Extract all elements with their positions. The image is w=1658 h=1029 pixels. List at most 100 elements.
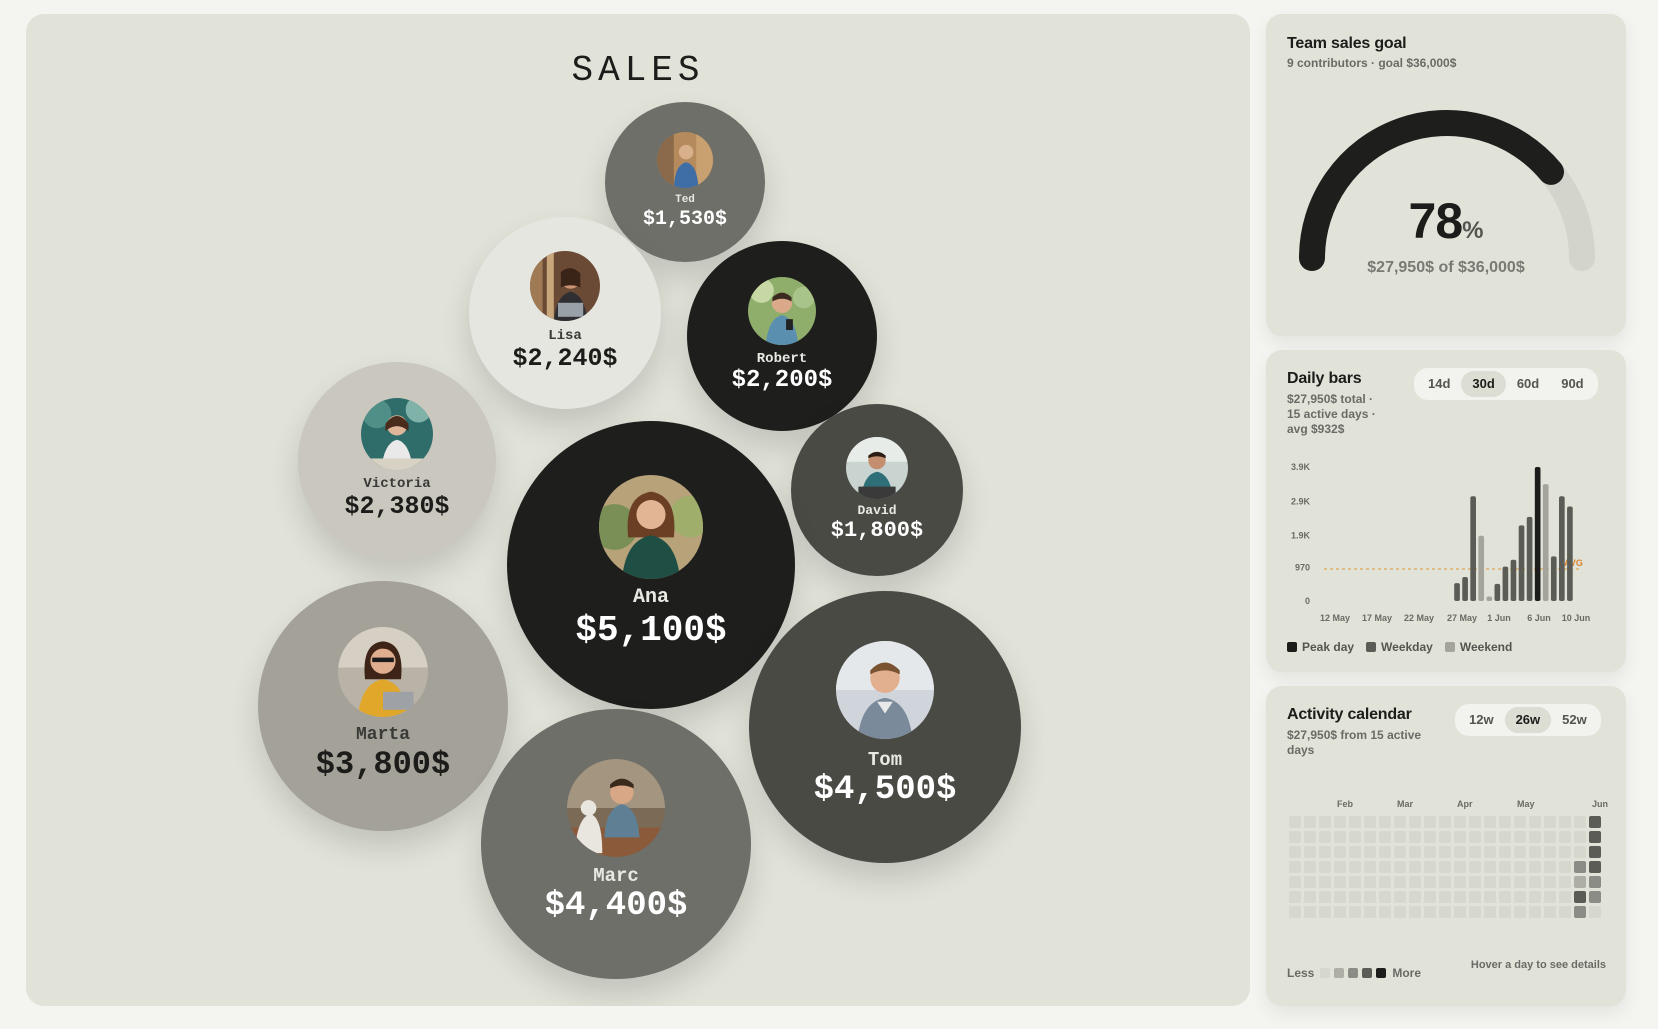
calendar-day[interactable] [1289, 906, 1301, 918]
calendar-day[interactable] [1349, 861, 1361, 873]
calendar-day[interactable] [1454, 876, 1466, 888]
calendar-day[interactable] [1544, 846, 1556, 858]
calendar-day[interactable] [1424, 816, 1436, 828]
tab-12w[interactable]: 12w [1469, 712, 1494, 727]
calendar-day[interactable] [1544, 816, 1556, 828]
calendar-day[interactable] [1589, 816, 1601, 828]
calendar-day[interactable] [1289, 816, 1301, 828]
calendar-day[interactable] [1349, 906, 1361, 918]
daily-bar[interactable] [1478, 535, 1485, 601]
calendar-day[interactable] [1559, 846, 1571, 858]
daily-bar[interactable] [1486, 596, 1493, 601]
calendar-day[interactable] [1514, 891, 1526, 903]
calendar-day[interactable] [1484, 816, 1496, 828]
calendar-day[interactable] [1409, 861, 1421, 873]
calendar-day[interactable] [1379, 906, 1391, 918]
calendar-day[interactable] [1514, 876, 1526, 888]
calendar-day[interactable] [1589, 861, 1601, 873]
calendar-day[interactable] [1424, 906, 1436, 918]
daily-bar[interactable] [1559, 496, 1565, 601]
calendar-day[interactable] [1349, 831, 1361, 843]
calendar-day[interactable] [1559, 876, 1571, 888]
calendar-day[interactable] [1334, 831, 1346, 843]
calendar-day[interactable] [1409, 846, 1421, 858]
calendar-day[interactable] [1394, 816, 1406, 828]
calendar-day[interactable] [1529, 891, 1541, 903]
calendar-day[interactable] [1544, 876, 1556, 888]
daily-bar[interactable] [1550, 556, 1557, 601]
bubble-ana[interactable]: Ana $5,100$ [507, 421, 795, 709]
calendar-day[interactable] [1394, 846, 1406, 858]
bubble-robert[interactable]: Robert $2,200$ [687, 241, 877, 431]
calendar-day[interactable] [1319, 876, 1331, 888]
calendar-day[interactable] [1289, 861, 1301, 873]
calendar-day[interactable] [1334, 846, 1346, 858]
calendar-day[interactable] [1469, 906, 1481, 918]
calendar-day[interactable] [1364, 906, 1376, 918]
calendar-day[interactable] [1439, 861, 1451, 873]
calendar-day[interactable] [1439, 891, 1451, 903]
calendar-day[interactable] [1424, 861, 1436, 873]
calendar-day[interactable] [1364, 846, 1376, 858]
calendar-day[interactable] [1364, 816, 1376, 828]
calendar-day[interactable] [1544, 831, 1556, 843]
tab-26w[interactable]: 26w [1504, 707, 1552, 733]
calendar-day[interactable] [1544, 861, 1556, 873]
daily-bar[interactable] [1526, 516, 1533, 601]
calendar-day[interactable] [1589, 876, 1601, 888]
calendar-day[interactable] [1394, 906, 1406, 918]
daily-bar[interactable] [1454, 583, 1460, 601]
calendar-day[interactable] [1379, 861, 1391, 873]
calendar-day[interactable] [1409, 876, 1421, 888]
bubble-victoria[interactable]: Victoria $2,380$ [298, 362, 496, 560]
calendar-day[interactable] [1304, 816, 1316, 828]
calendar-day[interactable] [1589, 846, 1601, 858]
calendar-day[interactable] [1394, 861, 1406, 873]
calendar-day[interactable] [1304, 891, 1316, 903]
calendar-day[interactable] [1409, 816, 1421, 828]
calendar-day[interactable] [1529, 831, 1541, 843]
calendar-day[interactable] [1319, 846, 1331, 858]
calendar-day[interactable] [1319, 906, 1331, 918]
calendar-day[interactable] [1499, 816, 1511, 828]
calendar-day[interactable] [1454, 831, 1466, 843]
calendar-day[interactable] [1514, 906, 1526, 918]
daily-bar[interactable] [1462, 576, 1468, 601]
tab-90d[interactable]: 90d [1561, 376, 1584, 391]
calendar-day[interactable] [1589, 891, 1601, 903]
daily-bar[interactable] [1470, 496, 1476, 601]
calendar-day[interactable] [1424, 831, 1436, 843]
tab-14d[interactable]: 14d [1428, 376, 1451, 391]
calendar-day[interactable] [1574, 816, 1586, 828]
calendar-day[interactable] [1439, 816, 1451, 828]
tab-60d[interactable]: 60d [1516, 376, 1540, 391]
calendar-day[interactable] [1364, 876, 1376, 888]
calendar-day[interactable] [1559, 861, 1571, 873]
calendar-day[interactable] [1334, 861, 1346, 873]
calendar-day[interactable] [1334, 876, 1346, 888]
daily-bar[interactable] [1542, 484, 1549, 601]
calendar-day[interactable] [1469, 876, 1481, 888]
calendar-day[interactable] [1409, 906, 1421, 918]
calendar-day[interactable] [1379, 891, 1391, 903]
calendar-day[interactable] [1574, 891, 1586, 903]
calendar-day[interactable] [1409, 831, 1421, 843]
daily-bar[interactable] [1567, 506, 1573, 601]
calendar-day[interactable] [1394, 891, 1406, 903]
bubble-lisa[interactable]: Lisa $2,240$ [469, 217, 661, 409]
calendar-day[interactable] [1304, 906, 1316, 918]
calendar-day[interactable] [1529, 816, 1541, 828]
calendar-day[interactable] [1379, 846, 1391, 858]
calendar-day[interactable] [1379, 876, 1391, 888]
calendar-day[interactable] [1484, 876, 1496, 888]
tab-30d[interactable]: 30d [1461, 371, 1506, 397]
bubble-tom[interactable]: Tom $4,500$ [749, 591, 1021, 863]
calendar-day[interactable] [1454, 891, 1466, 903]
calendar-day[interactable] [1529, 876, 1541, 888]
bubble-ted[interactable]: Ted $1,530$ [605, 102, 765, 262]
calendar-day[interactable] [1559, 891, 1571, 903]
calendar-day[interactable] [1364, 861, 1376, 873]
calendar-day[interactable] [1544, 891, 1556, 903]
calendar-day[interactable] [1364, 831, 1376, 843]
calendar-day[interactable] [1334, 891, 1346, 903]
